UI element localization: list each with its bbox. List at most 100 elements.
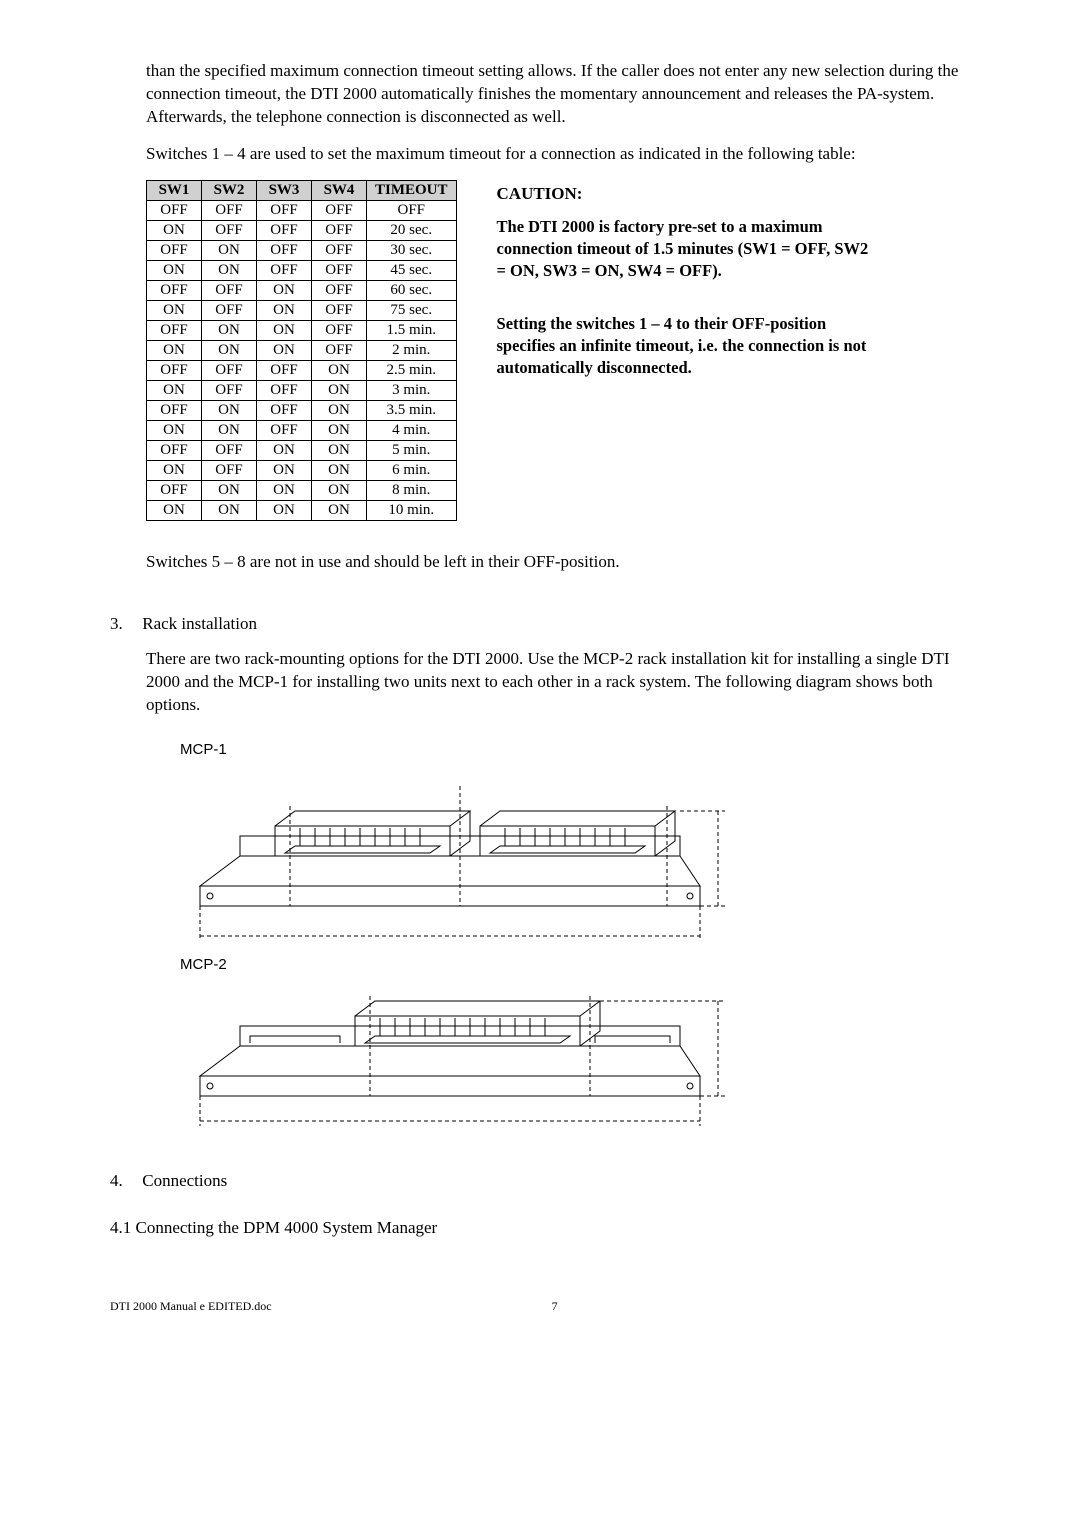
table-cell: ON — [257, 480, 312, 500]
table-cell: OFF — [202, 220, 257, 240]
table-cell: 2.5 min. — [367, 360, 457, 380]
table-cell: 60 sec. — [367, 280, 457, 300]
table-cell: ON — [257, 500, 312, 520]
section-3-heading: 3. Rack installation — [110, 614, 970, 634]
table-cell: ON — [202, 320, 257, 340]
table-cell: 2 min. — [367, 340, 457, 360]
table-cell: OFF — [147, 400, 202, 420]
table-cell: OFF — [147, 360, 202, 380]
table-cell: OFF — [257, 200, 312, 220]
table-row: ONONONOFF2 min. — [147, 340, 457, 360]
table-row: ONONOFFOFF45 sec. — [147, 260, 457, 280]
table-cell: OFF — [312, 300, 367, 320]
table-cell: OFF — [367, 200, 457, 220]
table-cell: ON — [147, 380, 202, 400]
table-cell: OFF — [312, 320, 367, 340]
table-cell: ON — [147, 340, 202, 360]
table-cell: OFF — [147, 200, 202, 220]
table-cell: 20 sec. — [367, 220, 457, 240]
table-cell: ON — [202, 480, 257, 500]
table-cell: ON — [147, 420, 202, 440]
table-row: ONONONON10 min. — [147, 500, 457, 520]
footer-page-number: 7 — [552, 1299, 558, 1314]
table-cell: OFF — [147, 320, 202, 340]
table-header: TIMEOUT — [367, 180, 457, 200]
table-cell: ON — [202, 240, 257, 260]
mcp1-label: MCP-1 — [180, 741, 970, 758]
table-cell: ON — [312, 380, 367, 400]
caution-text-2: Setting the switches 1 – 4 to their OFF-… — [497, 313, 877, 380]
table-cell: ON — [312, 460, 367, 480]
table-cell: ON — [257, 460, 312, 480]
table-cell: OFF — [147, 440, 202, 460]
table-row: OFFOFFOFFON2.5 min. — [147, 360, 457, 380]
table-cell: 8 min. — [367, 480, 457, 500]
table-cell: ON — [312, 500, 367, 520]
table-header: SW1 — [147, 180, 202, 200]
table-row: OFFONONON8 min. — [147, 480, 457, 500]
table-cell: 10 min. — [367, 500, 457, 520]
switch-timeout-table: SW1 SW2 SW3 SW4 TIMEOUT OFFOFFOFFOFFOFFO… — [146, 180, 457, 521]
section-title: Connections — [142, 1171, 227, 1190]
section-number: 3. — [110, 614, 138, 634]
table-cell: OFF — [202, 200, 257, 220]
table-cell: OFF — [257, 380, 312, 400]
table-cell: 75 sec. — [367, 300, 457, 320]
paragraph-switches-5-8: Switches 5 – 8 are not in use and should… — [146, 551, 970, 574]
table-cell: ON — [312, 420, 367, 440]
caution-label: CAUTION: — [497, 184, 877, 204]
table-cell: ON — [312, 360, 367, 380]
table-cell: 30 sec. — [367, 240, 457, 260]
table-cell: OFF — [312, 240, 367, 260]
caution-text-1: The DTI 2000 is factory pre-set to a max… — [497, 216, 877, 283]
table-cell: ON — [202, 340, 257, 360]
mcp2-label: MCP-2 — [180, 956, 970, 973]
section-4-1-heading: 4.1 Connecting the DPM 4000 System Manag… — [110, 1217, 970, 1240]
table-cell: ON — [202, 420, 257, 440]
table-cell: ON — [147, 300, 202, 320]
table-cell: 6 min. — [367, 460, 457, 480]
table-cell: ON — [147, 220, 202, 240]
table-cell: 45 sec. — [367, 260, 457, 280]
table-cell: ON — [257, 440, 312, 460]
table-cell: OFF — [257, 360, 312, 380]
table-header: SW3 — [257, 180, 312, 200]
table-row: OFFOFFONOFF60 sec. — [147, 280, 457, 300]
table-header: SW2 — [202, 180, 257, 200]
table-row: OFFONOFFON3.5 min. — [147, 400, 457, 420]
page-footer: DTI 2000 Manual e EDITED.doc 7 — [110, 1299, 970, 1314]
table-cell: ON — [257, 320, 312, 340]
table-cell: OFF — [147, 280, 202, 300]
section-4-heading: 4. Connections — [110, 1171, 970, 1191]
caution-block: CAUTION: The DTI 2000 is factory pre-set… — [497, 180, 877, 380]
table-cell: ON — [147, 500, 202, 520]
footer-filename: DTI 2000 Manual e EDITED.doc — [110, 1299, 272, 1314]
table-cell: OFF — [257, 260, 312, 280]
section-3-body: There are two rack-mounting options for … — [146, 648, 970, 717]
paragraph-intro: than the specified maximum connection ti… — [146, 60, 970, 129]
table-row: ONOFFONON6 min. — [147, 460, 457, 480]
table-row: OFFOFFONON5 min. — [147, 440, 457, 460]
table-cell: 5 min. — [367, 440, 457, 460]
rack-diagram: MCP-1 — [180, 741, 970, 1131]
table-cell: OFF — [202, 300, 257, 320]
table-row: ONOFFONOFF75 sec. — [147, 300, 457, 320]
table-cell: 3.5 min. — [367, 400, 457, 420]
section-number: 4. — [110, 1171, 138, 1191]
table-cell: OFF — [257, 220, 312, 240]
table-cell: ON — [312, 440, 367, 460]
table-cell: OFF — [202, 460, 257, 480]
table-row: ONOFFOFFOFF20 sec. — [147, 220, 457, 240]
table-cell: ON — [257, 300, 312, 320]
table-cell: ON — [202, 500, 257, 520]
table-cell: 1.5 min. — [367, 320, 457, 340]
table-row: ONONOFFON4 min. — [147, 420, 457, 440]
table-cell: OFF — [147, 240, 202, 260]
table-cell: ON — [257, 280, 312, 300]
table-cell: 4 min. — [367, 420, 457, 440]
table-cell: ON — [312, 400, 367, 420]
table-row: OFFONOFFOFF30 sec. — [147, 240, 457, 260]
table-cell: OFF — [202, 280, 257, 300]
table-cell: OFF — [257, 420, 312, 440]
section-title: Rack installation — [142, 614, 257, 633]
